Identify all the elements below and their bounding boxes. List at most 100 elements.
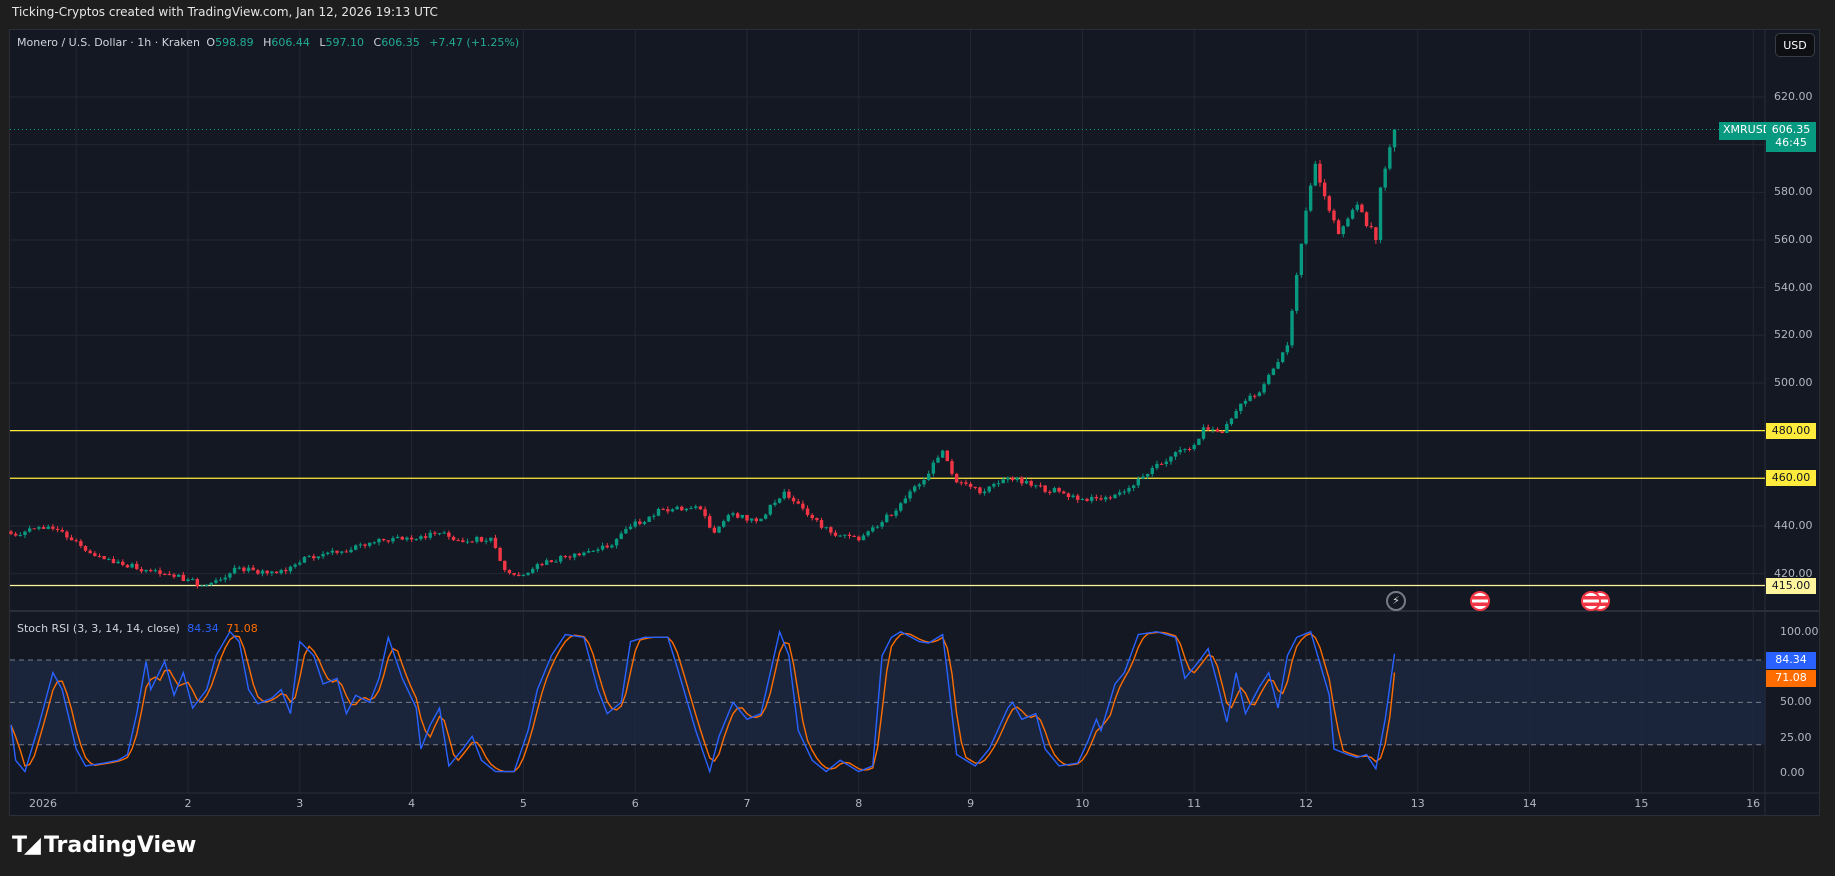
- candle: [125, 564, 130, 568]
- candle: [340, 551, 344, 555]
- open-label: O: [206, 36, 216, 49]
- lightning-icon[interactable]: ⚡: [1386, 591, 1406, 611]
- candle-body: [670, 509, 675, 512]
- symbol-name[interactable]: Monero / U.S. Dollar · 1h · Kraken: [17, 36, 200, 49]
- candle-body: [344, 551, 349, 553]
- us-flag-icon[interactable]: [1470, 591, 1490, 611]
- candle-body: [414, 539, 418, 541]
- candle: [749, 518, 754, 523]
- candle: [167, 571, 172, 576]
- candle: [1262, 382, 1266, 395]
- candle-body: [1062, 491, 1066, 494]
- time-tick-label: 5: [519, 797, 527, 810]
- candle: [74, 538, 78, 543]
- us-flag-icon[interactable]: [1581, 591, 1601, 611]
- candle: [1281, 352, 1285, 364]
- candle: [442, 530, 446, 534]
- candle-body: [1043, 485, 1047, 492]
- candle: [1080, 497, 1085, 501]
- candle: [1201, 424, 1206, 441]
- candle: [1169, 456, 1173, 465]
- candle: [1257, 391, 1262, 397]
- candle-body: [1383, 168, 1387, 188]
- candle: [1029, 479, 1033, 488]
- candle: [1066, 492, 1071, 501]
- candle-body: [1024, 480, 1029, 484]
- candle-body: [503, 560, 507, 571]
- candle: [1346, 216, 1350, 228]
- candle: [1038, 482, 1043, 488]
- candle-body: [256, 570, 260, 574]
- candle: [694, 504, 698, 510]
- candle-body: [423, 536, 428, 538]
- candle: [787, 488, 791, 500]
- candle-body: [759, 518, 763, 522]
- candle-body: [1020, 477, 1024, 484]
- horizontal-line-tag: 460.00: [1766, 470, 1816, 487]
- candle: [843, 534, 847, 539]
- candle: [531, 567, 535, 575]
- candle: [130, 562, 134, 569]
- candle: [1374, 226, 1378, 244]
- candle: [46, 524, 50, 530]
- candle-body: [619, 533, 623, 539]
- candle-body: [307, 556, 311, 558]
- candle-body: [787, 491, 791, 498]
- candle-body: [312, 556, 316, 559]
- candle: [381, 538, 386, 542]
- candle-body: [791, 497, 796, 502]
- candle: [777, 497, 782, 504]
- candle: [936, 455, 940, 464]
- candle: [931, 460, 936, 477]
- candle-body: [1029, 480, 1033, 486]
- candle-body: [270, 571, 274, 574]
- candle-body: [1211, 429, 1215, 431]
- candle-body: [1355, 204, 1359, 210]
- candle: [954, 472, 959, 484]
- candle: [367, 542, 372, 548]
- candle: [1164, 458, 1168, 467]
- candle-body: [535, 564, 540, 569]
- current-price-tag: 606.35 46:45: [1766, 122, 1816, 152]
- candle-body: [204, 584, 209, 586]
- candle-body: [1201, 427, 1206, 439]
- candle-body: [326, 552, 330, 554]
- candle-body: [1374, 227, 1378, 240]
- candle-body: [940, 450, 945, 458]
- candle-body: [857, 536, 861, 541]
- candle-body: [1136, 478, 1140, 486]
- candle: [833, 530, 838, 537]
- tradingview-logo[interactable]: T◢ TradingView: [12, 833, 196, 858]
- candle: [1136, 476, 1140, 488]
- candle-body: [1080, 498, 1085, 500]
- candle: [51, 524, 55, 531]
- candle: [1369, 222, 1373, 229]
- candle: [83, 545, 88, 553]
- candle: [1294, 272, 1299, 314]
- candle-body: [1197, 438, 1201, 445]
- candle: [284, 567, 288, 575]
- candle: [465, 538, 470, 545]
- time-tick-label: 13: [1410, 797, 1425, 810]
- candle-body: [549, 560, 554, 563]
- candle-body: [866, 531, 870, 536]
- candle: [992, 482, 996, 489]
- candle: [1332, 208, 1336, 224]
- candle-body: [135, 563, 139, 570]
- stoch-tick-label: 50.00: [1780, 695, 1812, 709]
- currency-button[interactable]: USD: [1775, 33, 1815, 57]
- candle-body: [959, 482, 963, 484]
- candle: [745, 514, 749, 523]
- candle: [978, 486, 982, 495]
- candle-body: [638, 521, 642, 524]
- price-tick-label: 440.00: [1774, 518, 1813, 532]
- stoch-title[interactable]: Stoch RSI (3, 3, 14, 14, close): [17, 622, 180, 635]
- candle: [1327, 194, 1331, 213]
- candle-body: [544, 560, 549, 565]
- candle: [228, 572, 232, 581]
- candle: [493, 534, 498, 549]
- candle-body: [55, 528, 60, 530]
- candle-body: [1392, 129, 1397, 148]
- candle-body: [163, 574, 167, 576]
